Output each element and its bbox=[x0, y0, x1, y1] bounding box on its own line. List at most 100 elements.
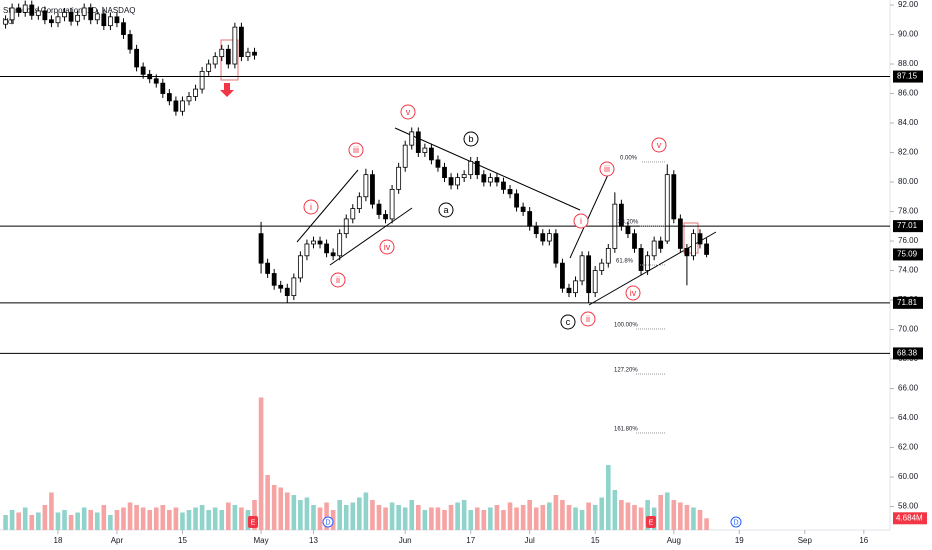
candle-body bbox=[632, 233, 637, 249]
level-label: 87.15 bbox=[897, 72, 918, 81]
x-tick-label: 15 bbox=[591, 536, 600, 545]
candle-body bbox=[127, 34, 133, 50]
wave-circle bbox=[625, 285, 641, 301]
volume-bar bbox=[370, 500, 375, 530]
volume-bar bbox=[383, 507, 388, 530]
y-tick-label: 66.00 bbox=[898, 384, 919, 393]
price-label-box bbox=[893, 248, 923, 261]
candle-body bbox=[586, 255, 592, 294]
volume-bar bbox=[599, 497, 605, 530]
volume-bar bbox=[134, 505, 139, 530]
candle-body bbox=[664, 174, 670, 242]
price-label: 75.09 bbox=[897, 250, 918, 259]
candle-body bbox=[363, 174, 369, 198]
volume-bar bbox=[691, 507, 696, 530]
volume-bar bbox=[442, 510, 447, 530]
candle-body bbox=[284, 287, 290, 297]
volume-bar bbox=[697, 510, 703, 530]
candle-body bbox=[311, 240, 316, 245]
candle-body bbox=[501, 181, 506, 190]
volume-bar bbox=[160, 505, 166, 530]
wave-label: iii bbox=[604, 164, 610, 174]
candle-body bbox=[553, 233, 559, 264]
candle-body bbox=[291, 277, 297, 297]
volume-bar bbox=[612, 490, 618, 530]
wave-circle bbox=[330, 272, 346, 288]
volume-bar bbox=[232, 505, 238, 530]
volume-bar bbox=[127, 502, 133, 530]
volume-bar bbox=[468, 510, 474, 530]
candle-body bbox=[166, 93, 172, 102]
volume-bar bbox=[173, 507, 179, 530]
event-marker bbox=[730, 516, 742, 528]
candle-body bbox=[140, 66, 146, 75]
candle-body bbox=[540, 233, 546, 242]
candle-body bbox=[232, 26, 238, 65]
volume-bar bbox=[121, 507, 126, 530]
candle-body bbox=[304, 243, 310, 257]
volume-bar bbox=[678, 502, 683, 530]
candle-body bbox=[376, 203, 382, 215]
x-tick-label: Jul bbox=[525, 536, 535, 545]
candle-body bbox=[193, 88, 198, 97]
candle-body bbox=[442, 166, 447, 179]
highlight-box bbox=[220, 39, 239, 81]
candle-body bbox=[658, 240, 664, 249]
chart-title: Starbucks Corporation, 1D, NASDAQ bbox=[3, 6, 136, 15]
candle-body bbox=[180, 100, 185, 112]
event-label: D bbox=[733, 519, 738, 526]
candle-body bbox=[356, 196, 362, 209]
candle-body bbox=[173, 100, 179, 112]
wave-label: iv bbox=[384, 242, 391, 252]
volume-bar bbox=[68, 515, 74, 530]
volume-bar bbox=[311, 505, 316, 530]
x-tick-label: May bbox=[254, 536, 269, 545]
candle-body bbox=[402, 144, 408, 168]
candle-body bbox=[579, 255, 585, 282]
volume-bar bbox=[357, 497, 362, 530]
candle-body bbox=[396, 166, 402, 190]
candle-body bbox=[258, 233, 264, 264]
volume-bar bbox=[16, 512, 21, 530]
candle-body bbox=[389, 189, 395, 220]
volume-bar bbox=[62, 510, 67, 530]
x-tick-label: Sep bbox=[798, 536, 813, 545]
volume-bar bbox=[186, 510, 192, 530]
volume-bar bbox=[258, 397, 264, 530]
candle-body bbox=[206, 63, 212, 72]
trend-line bbox=[394, 127, 581, 211]
volume-bar bbox=[101, 505, 107, 530]
volume-bar bbox=[140, 507, 146, 530]
volume-bar bbox=[664, 492, 670, 530]
level-label: 77.01 bbox=[897, 221, 918, 230]
volume-title: Vol bbox=[3, 17, 14, 26]
candle-body bbox=[265, 262, 271, 274]
level-label-box bbox=[893, 347, 923, 360]
wave-label: ii bbox=[336, 275, 340, 285]
candle-body bbox=[153, 78, 159, 84]
volume-bar bbox=[284, 492, 290, 530]
volume-bar bbox=[416, 505, 421, 530]
volume-bar bbox=[298, 500, 303, 530]
y-tick-label: 78.00 bbox=[898, 207, 919, 216]
candle-body bbox=[324, 243, 329, 254]
candle-body bbox=[75, 14, 81, 22]
volume-bar bbox=[605, 465, 611, 530]
candle-body bbox=[704, 243, 709, 255]
volume-bar bbox=[324, 502, 329, 530]
volume-label-box bbox=[893, 512, 927, 525]
candle-body bbox=[448, 177, 454, 186]
candle-body bbox=[546, 233, 552, 242]
wave-label: ii bbox=[586, 314, 590, 324]
wave-circle bbox=[599, 161, 615, 177]
volume-bar bbox=[317, 507, 323, 530]
volume-bar bbox=[212, 507, 218, 530]
volume-bar bbox=[343, 505, 349, 530]
wave-circle bbox=[348, 142, 364, 158]
wave-circle bbox=[580, 311, 596, 327]
volume-bar bbox=[448, 505, 454, 530]
volume-bar bbox=[573, 507, 578, 530]
candle-body bbox=[429, 147, 434, 161]
y-tick-label: 64.00 bbox=[898, 413, 919, 422]
wave-circle bbox=[400, 104, 416, 120]
